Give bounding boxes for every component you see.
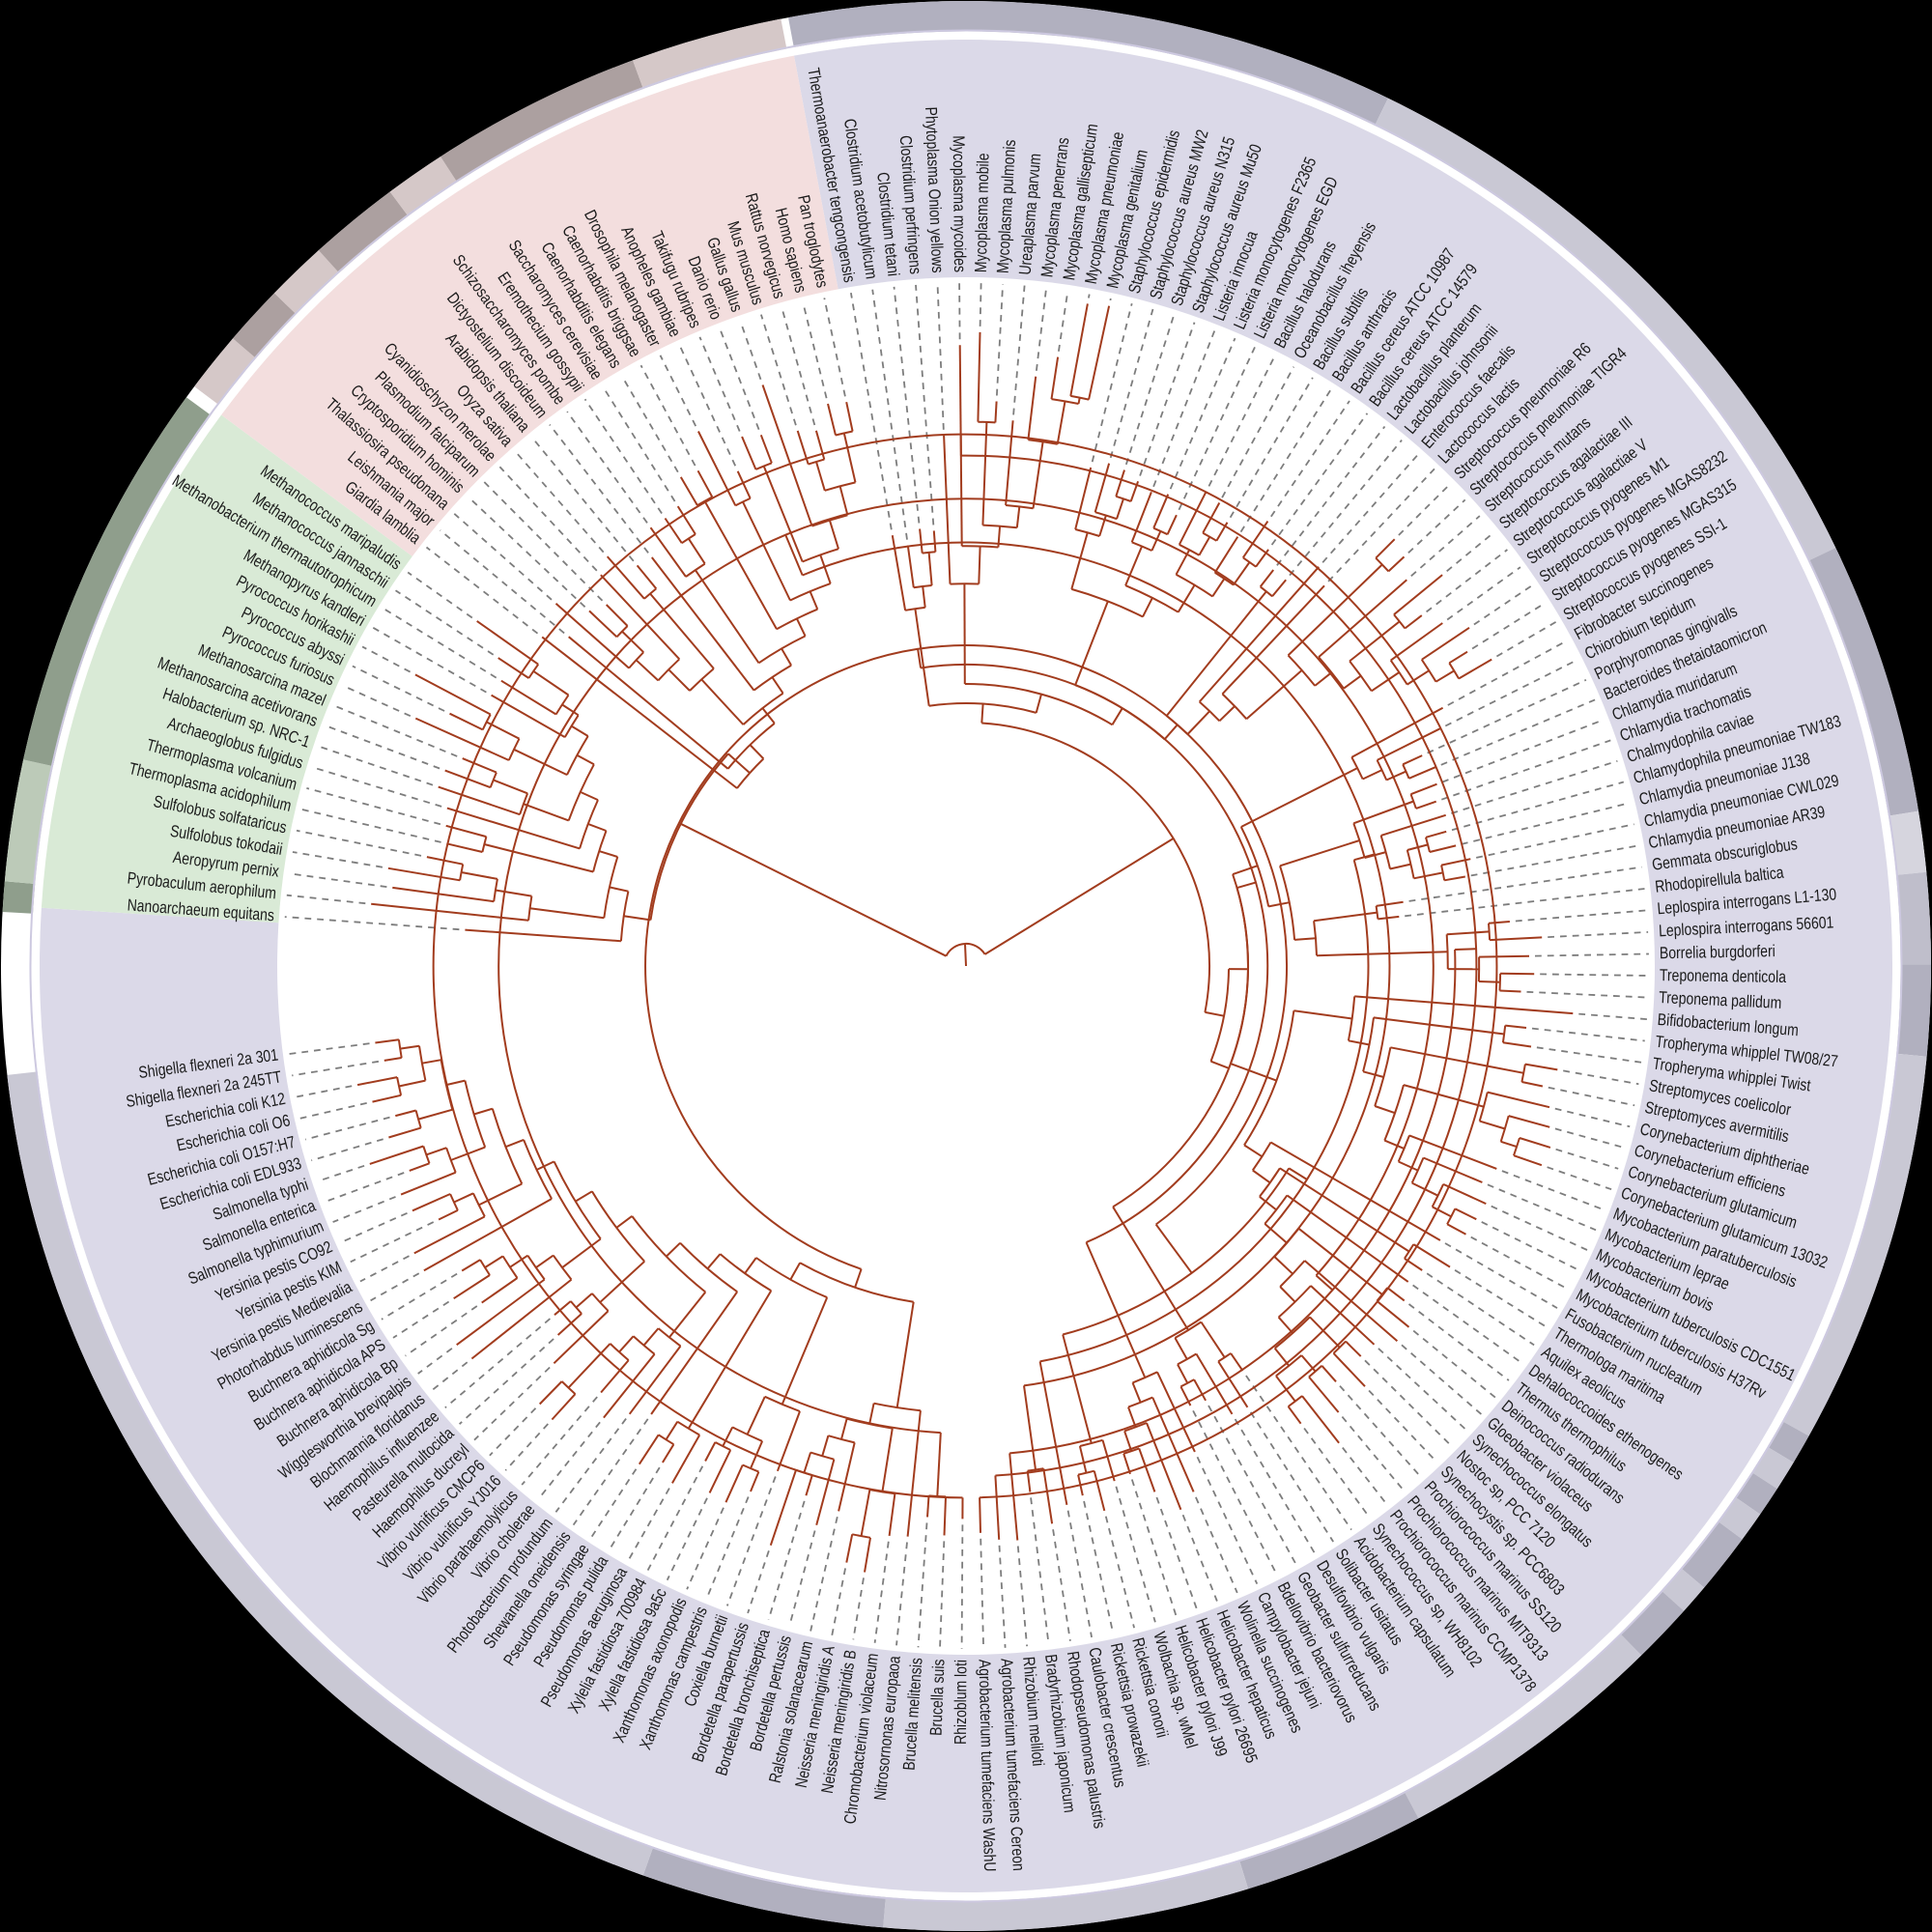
svg-text:Mycoplasma mycoides: Mycoplasma mycoides (949, 135, 968, 272)
svg-text:Rhizoblum loti: Rhizoblum loti (952, 1660, 971, 1745)
svg-text:Mycoplasma mobile: Mycoplasma mobile (973, 153, 993, 272)
svg-text:Treponema denticola: Treponema denticola (1660, 967, 1787, 987)
svg-text:Borrelia burgdorferi: Borrelia burgdorferi (1660, 943, 1776, 963)
svg-text:Brucella suis: Brucella suis (927, 1659, 949, 1736)
